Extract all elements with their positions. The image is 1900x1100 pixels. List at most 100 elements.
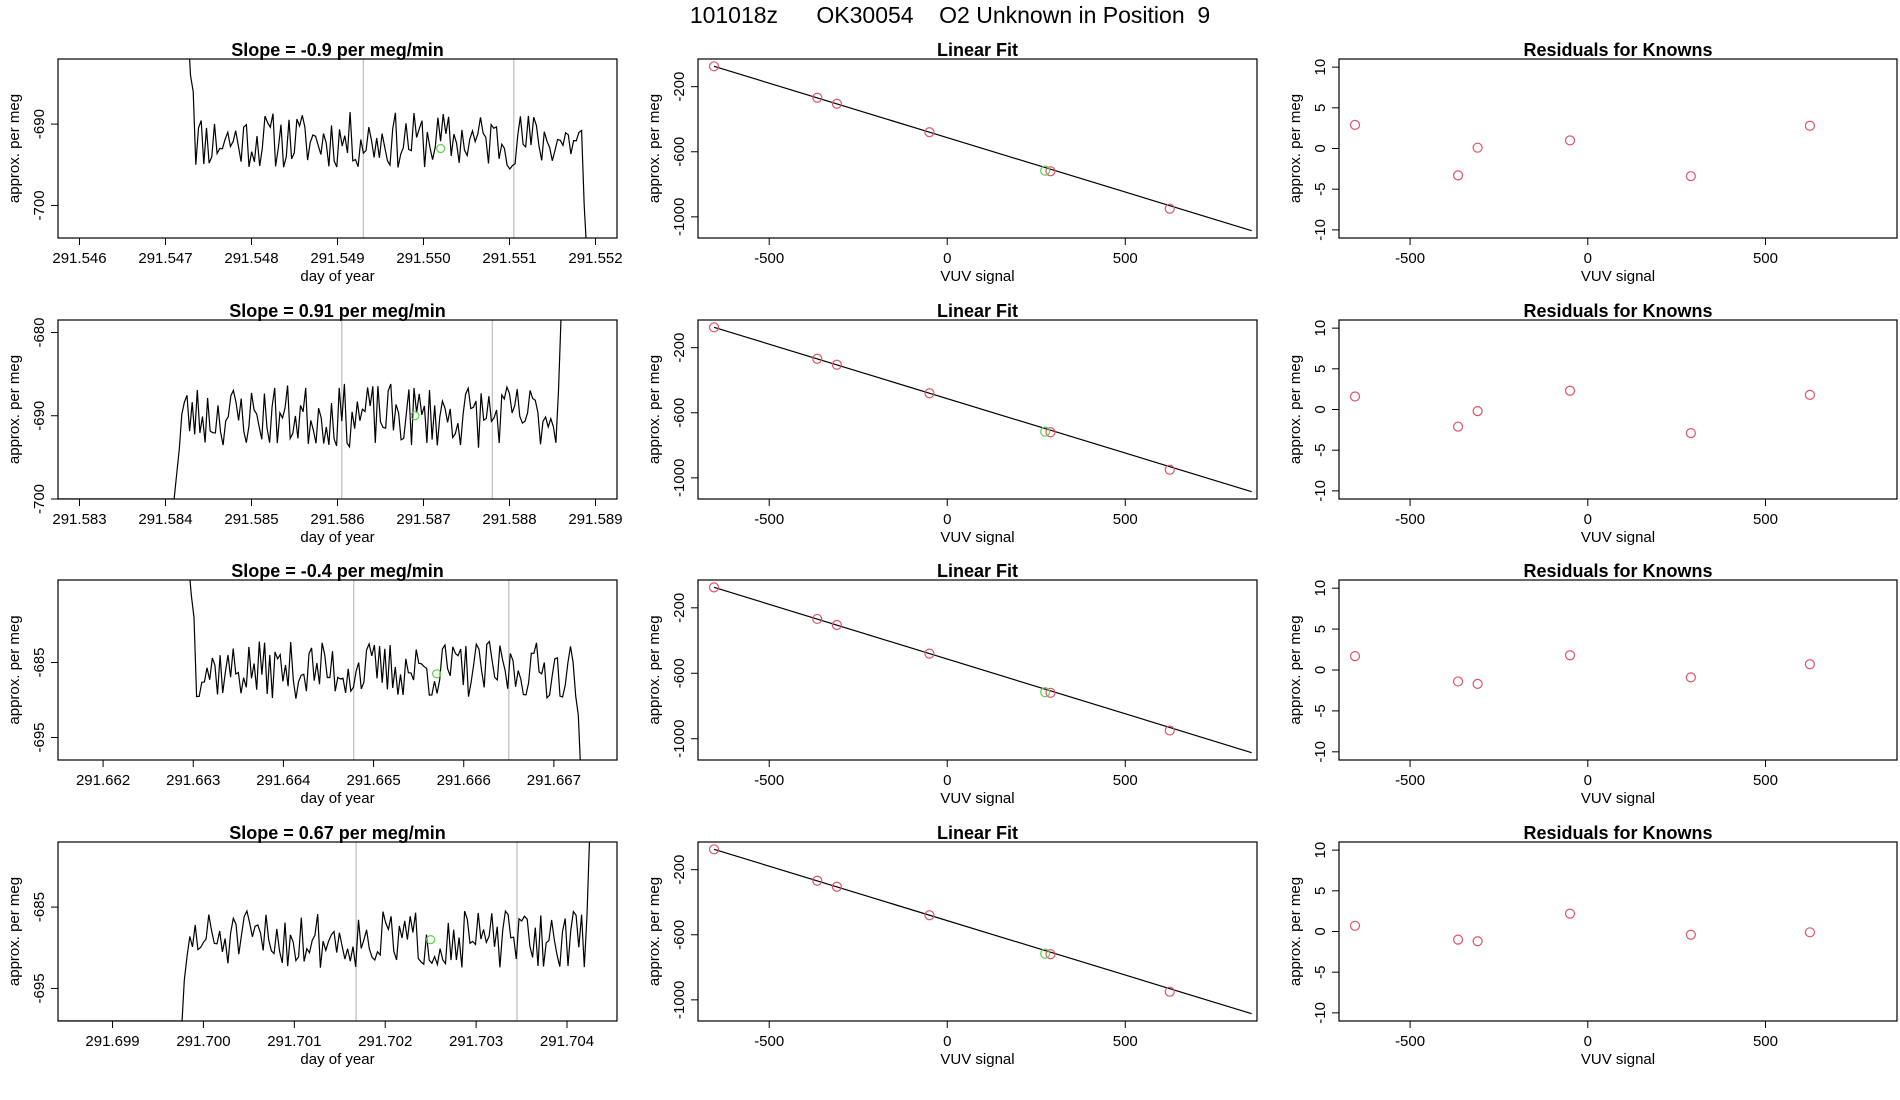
y-tick-label: -200	[671, 333, 688, 363]
residual-point	[1472, 142, 1483, 153]
residual-point	[1452, 934, 1464, 945]
x-tick-label: -500	[1395, 250, 1425, 267]
residual-point	[1804, 389, 1816, 400]
known-point	[831, 359, 842, 370]
y-tick-label: -1000	[671, 459, 688, 497]
y-tick-label: 10	[1312, 320, 1329, 337]
x-tick-label: 291.550	[396, 250, 450, 267]
x-axis-label: VUV signal	[940, 268, 1014, 285]
page-title: 101018z OK30054 O2 Unknown in Position 9	[689, 2, 1211, 28]
x-tick-label: -500	[754, 511, 784, 528]
known-point	[708, 582, 720, 593]
residual-point	[1685, 427, 1696, 439]
y-axis-label: approx. per meg	[1287, 615, 1304, 724]
known-point	[924, 388, 935, 399]
panel-title: Residuals for Knowns	[1523, 301, 1712, 321]
y-tick-label: -685	[31, 647, 48, 677]
unknown-point	[1040, 165, 1051, 176]
panel-title: Slope = 0.91 per meg/min	[229, 301, 446, 321]
plot-frame	[1338, 579, 1898, 761]
panel-title: Linear Fit	[937, 823, 1018, 843]
time-series-trace	[189, 59, 587, 238]
y-tick-label: 10	[1312, 842, 1329, 859]
x-tick-label: -500	[754, 1033, 784, 1050]
x-tick-label: 291.664	[256, 772, 310, 789]
x-tick-label: 0	[1584, 511, 1592, 528]
known-point	[924, 910, 935, 921]
x-axis-label: VUV signal	[1581, 790, 1655, 807]
known-point	[812, 613, 823, 625]
x-tick-label: 291.589	[568, 511, 622, 528]
y-tick-label: -10	[1312, 480, 1329, 502]
y-axis-label: approx. per meg	[646, 355, 663, 464]
y-tick-label: -10	[1312, 1002, 1329, 1024]
x-tick-label: 0	[943, 1033, 951, 1050]
y-tick-label: 5	[1312, 365, 1329, 373]
panel-title: Residuals for Knowns	[1523, 561, 1712, 581]
x-tick-label: 0	[1584, 1033, 1592, 1050]
y-axis-label: approx. per meg	[6, 615, 23, 724]
y-tick-label: -5	[1312, 704, 1329, 717]
y-tick-label: -10	[1312, 219, 1329, 241]
x-axis-label: day of year	[300, 268, 374, 285]
x-tick-label: 291.587	[396, 511, 450, 528]
x-tick-label: 0	[1584, 250, 1592, 267]
panel-3-1: Slope = -0.4 per meg/min 291.662 291.663 29…	[6, 561, 618, 807]
residual-point	[1349, 920, 1361, 931]
y-tick-label: -600	[671, 658, 688, 688]
x-tick-label: 0	[943, 250, 951, 267]
x-tick-label: 291.665	[346, 772, 400, 789]
x-tick-label: 291.702	[358, 1033, 412, 1050]
panel-title: Slope = -0.9 per meg/min	[231, 40, 444, 60]
y-tick-label: -700	[31, 484, 48, 514]
y-axis-label: approx. per meg	[6, 877, 23, 986]
unknown-point	[426, 935, 436, 945]
panel-1-3: Residuals for Knowns -500 0 500 10 5 0 -5 -10 VUV…	[1287, 40, 1898, 285]
x-tick-label: 291.666	[437, 772, 491, 789]
plot-area	[1349, 908, 1816, 947]
panel-title: Linear Fit	[937, 301, 1018, 321]
residual-point	[1349, 650, 1361, 662]
residual-point	[1685, 929, 1696, 940]
plot-area	[189, 59, 587, 238]
x-tick-label: 0	[943, 511, 951, 528]
x-axis-label: VUV signal	[940, 790, 1014, 807]
panel-title: Residuals for Knowns	[1523, 40, 1712, 60]
x-tick-label: 500	[1753, 1033, 1778, 1050]
x-tick-label: -500	[1395, 1033, 1425, 1050]
residual-point	[1804, 120, 1816, 131]
x-tick-label: 500	[1113, 250, 1138, 267]
x-tick-label: 500	[1113, 1033, 1138, 1050]
x-tick-label: 291.586	[310, 511, 364, 528]
unknown-point	[432, 669, 442, 679]
y-axis-label: approx. per meg	[6, 355, 23, 464]
y-tick-label: -1000	[671, 198, 688, 236]
x-tick-label: -500	[1395, 511, 1425, 528]
known-point	[924, 648, 935, 659]
known-point	[1164, 464, 1175, 475]
known-point	[1045, 166, 1056, 177]
y-axis-label: approx. per meg	[1287, 877, 1304, 986]
y-tick-label: -695	[31, 722, 48, 752]
residual-point	[1472, 936, 1483, 947]
x-axis-label: VUV signal	[1581, 268, 1655, 285]
y-tick-label: 0	[1312, 927, 1329, 935]
plot-frame	[57, 319, 618, 500]
x-tick-label: 291.583	[52, 511, 106, 528]
x-tick-label: 291.662	[76, 772, 130, 789]
y-tick-label: -1000	[671, 720, 688, 758]
residual-point	[1804, 927, 1816, 938]
plot-frame	[697, 841, 1258, 1022]
residual-point	[1804, 659, 1816, 670]
plot-frame	[1338, 319, 1898, 500]
x-tick-label: 291.546	[52, 250, 106, 267]
fit-line	[713, 848, 1252, 1015]
unknown-point	[410, 411, 420, 421]
unknown-point	[1040, 687, 1051, 698]
panel-3-3: Residuals for Knowns -500 0 500 10 5 0 -5 -10 VUV…	[1287, 561, 1898, 807]
panel-title: Residuals for Knowns	[1523, 823, 1712, 843]
y-tick-label: -600	[671, 137, 688, 167]
y-tick-label: -10	[1312, 741, 1329, 763]
x-tick-label: 291.663	[166, 772, 220, 789]
known-point	[924, 127, 935, 138]
